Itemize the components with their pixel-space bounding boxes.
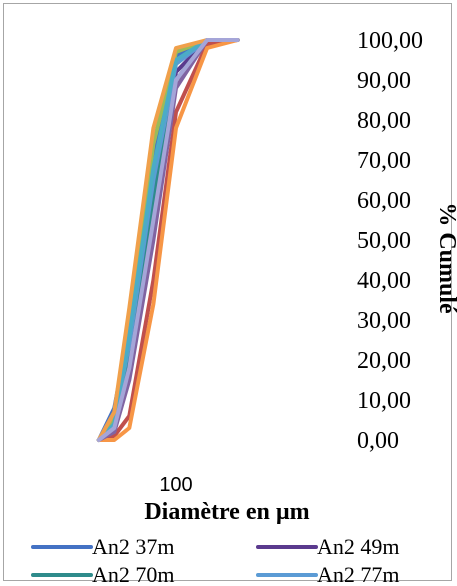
x-axis-label: Diamètre en µm [144, 499, 309, 525]
y-tick-label: 60,00 [357, 188, 411, 214]
y-tick-label: 90,00 [357, 68, 411, 94]
y-tick-label: 0,00 [357, 428, 399, 454]
y-tick-label: 10,00 [357, 388, 411, 414]
y-tick-label: 40,00 [357, 268, 411, 294]
legend-label: An2 49m [317, 534, 400, 559]
y-tick-label: 30,00 [357, 308, 411, 334]
series-line [96, 38, 240, 442]
y-tick-label: 80,00 [357, 108, 411, 134]
chart-frame [3, 3, 452, 581]
legend-label: An2 70m [92, 562, 175, 586]
y-tick-label: 50,00 [357, 228, 411, 254]
y-tick-label: 20,00 [357, 348, 411, 374]
legend-label: An2 37m [92, 534, 175, 559]
x-axis-ticks: 1001 [159, 474, 192, 496]
legend: An2 37m An2 49m An2 70m An2 77m [31, 534, 400, 586]
y-tick-label: 100,00 [357, 28, 423, 54]
legend-label: An2 77m [317, 562, 400, 586]
series-line [96, 38, 240, 442]
y-tick-label: 70,00 [357, 148, 411, 174]
y-axis-label: % Cumulé [434, 202, 457, 314]
series-line [96, 38, 240, 442]
series-lines [96, 38, 240, 442]
x-tick-label: 100 [159, 474, 192, 496]
y-axis-ticks: 100,00 90,00 80,00 70,00 60,00 50,00 40,00 30,0… [357, 28, 423, 454]
